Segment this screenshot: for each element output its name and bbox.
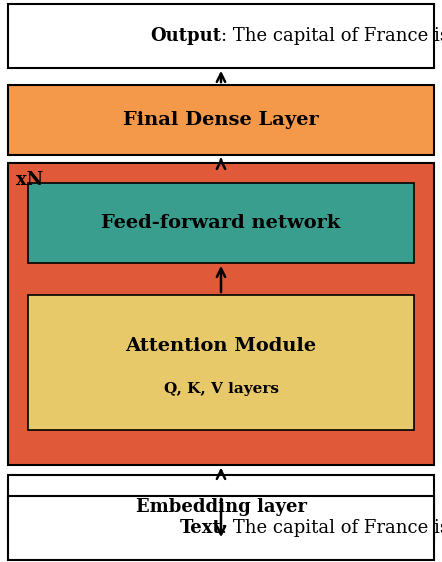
Text: : The capital of France is [MASK]: : The capital of France is [MASK]	[221, 519, 442, 537]
Text: Output: Output	[150, 27, 221, 45]
Text: Embedding layer: Embedding layer	[136, 498, 306, 516]
Text: Q, K, V layers: Q, K, V layers	[164, 383, 278, 397]
Text: : The capital of France is Paris: : The capital of France is Paris	[221, 27, 442, 45]
Bar	[8, 4, 434, 68]
Bar	[8, 496, 434, 560]
Text: Attention Module: Attention Module	[126, 337, 316, 355]
Text: Text: Text	[179, 519, 221, 537]
Bar	[8, 163, 434, 465]
Bar	[8, 85, 434, 155]
Bar	[28, 295, 414, 430]
Bar	[28, 183, 414, 263]
Text: Feed-forward network: Feed-forward network	[101, 214, 341, 232]
Bar	[8, 475, 434, 540]
Text: Final Dense Layer: Final Dense Layer	[123, 111, 319, 129]
Text: xN: xN	[16, 171, 43, 189]
